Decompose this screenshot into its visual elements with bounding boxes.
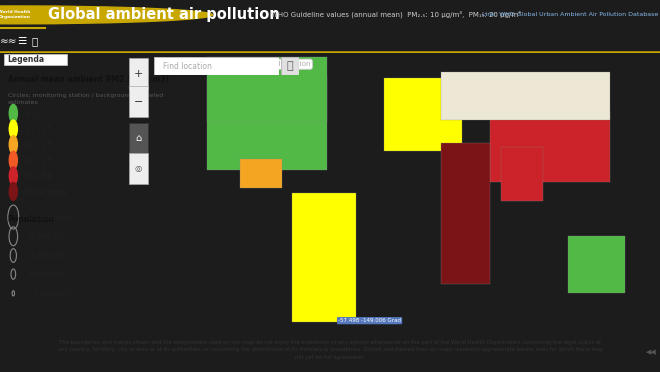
Text: Legenda: Legenda bbox=[8, 55, 45, 64]
Circle shape bbox=[9, 151, 17, 169]
Text: 16 - 25: 16 - 25 bbox=[24, 141, 51, 150]
FancyBboxPatch shape bbox=[129, 58, 149, 89]
Text: Annual mean ambient PM2.5 (μg/m3): Annual mean ambient PM2.5 (μg/m3) bbox=[8, 75, 168, 84]
Text: < 5.000.000: < 5.000.000 bbox=[27, 291, 69, 296]
Text: Population: Population bbox=[8, 215, 55, 224]
Text: 70 or more: 70 or more bbox=[24, 188, 67, 197]
Circle shape bbox=[0, 6, 213, 24]
FancyBboxPatch shape bbox=[154, 57, 279, 75]
FancyBboxPatch shape bbox=[280, 57, 299, 75]
Text: 10.000.000: 10.000.000 bbox=[27, 272, 65, 278]
Text: Find location: Find location bbox=[162, 62, 211, 71]
Bar bbox=[490, 110, 610, 182]
Text: ⌂: ⌂ bbox=[135, 133, 142, 143]
FancyBboxPatch shape bbox=[129, 86, 149, 117]
Text: ◎: ◎ bbox=[135, 164, 142, 173]
FancyBboxPatch shape bbox=[129, 153, 149, 184]
Circle shape bbox=[9, 136, 17, 154]
Text: The boundaries and names shown and the designations used on this map do not impl: The boundaries and names shown and the d… bbox=[57, 340, 603, 360]
Text: 15.000.000: 15.000.000 bbox=[27, 253, 65, 259]
Circle shape bbox=[9, 183, 17, 201]
Text: 26 - 35: 26 - 35 bbox=[24, 157, 51, 166]
Text: < 10: < 10 bbox=[24, 110, 43, 119]
Text: > 25.000.000: > 25.000.000 bbox=[27, 215, 73, 221]
FancyBboxPatch shape bbox=[129, 122, 149, 153]
Text: 20.000.000: 20.000.000 bbox=[27, 234, 65, 240]
Text: ≈≈: ≈≈ bbox=[0, 36, 17, 46]
Bar bbox=[207, 57, 327, 122]
Text: World Health: World Health bbox=[0, 10, 31, 14]
Bar bbox=[207, 76, 327, 170]
Text: -57.498 -149.006 Grad: -57.498 -149.006 Grad bbox=[338, 318, 401, 323]
Text: 11 - 15: 11 - 15 bbox=[24, 125, 51, 134]
Circle shape bbox=[9, 105, 17, 122]
Text: ◀◀: ◀◀ bbox=[646, 349, 657, 355]
Text: +: + bbox=[134, 69, 143, 79]
Text: Find location: Find location bbox=[266, 61, 310, 67]
Text: ☰: ☰ bbox=[17, 36, 26, 46]
Bar bbox=[502, 147, 543, 201]
Text: Circles: monitoring station / background: modeled
estimates: Circles: monitoring station / background… bbox=[8, 93, 163, 105]
Bar bbox=[240, 158, 282, 187]
Circle shape bbox=[9, 120, 17, 138]
Text: ⌕: ⌕ bbox=[286, 61, 293, 71]
FancyBboxPatch shape bbox=[4, 54, 67, 65]
Text: WHO Guideline values (annual mean)  PM₂.₅: 10 μg/m³,  PM₁₀: 20 μg/m³: WHO Guideline values (annual mean) PM₂.₅… bbox=[271, 10, 521, 18]
Bar bbox=[292, 193, 356, 322]
Text: Organization: Organization bbox=[0, 15, 30, 19]
Circle shape bbox=[9, 167, 17, 185]
Text: 36 - 69: 36 - 69 bbox=[24, 172, 51, 181]
Bar bbox=[441, 143, 490, 284]
Text: ⓘ: ⓘ bbox=[32, 36, 38, 46]
Text: −: − bbox=[134, 97, 143, 107]
Text: Link: WHO Global Urban Ambient Air Pollution Database: Link: WHO Global Urban Ambient Air Pollu… bbox=[482, 12, 658, 17]
Bar bbox=[568, 235, 624, 294]
Bar bbox=[441, 72, 610, 120]
Text: Global ambient air pollution: Global ambient air pollution bbox=[48, 7, 279, 22]
Bar bbox=[384, 78, 462, 151]
